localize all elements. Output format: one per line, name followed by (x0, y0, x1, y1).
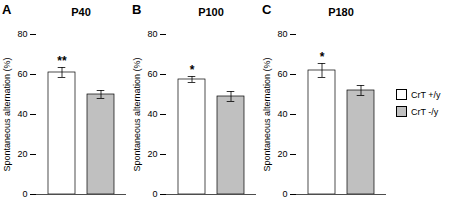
html-text:CrT +/y: CrT +/y (411, 89, 441, 100)
svg-text:0: 0 (152, 189, 157, 199)
svg-text:60: 60 (277, 69, 287, 79)
svg-text:40: 40 (17, 109, 27, 119)
svg-text:0: 0 (22, 189, 27, 199)
svg-text:Spontaneous alternation (%): Spontaneous alternation (%) (132, 57, 142, 171)
html-text:A: A (2, 2, 12, 17)
svg-text:*: * (190, 63, 195, 77)
svg-text:20: 20 (147, 149, 157, 159)
svg-text:40: 40 (147, 109, 157, 119)
html-text:P180: P180 (328, 6, 354, 18)
html-text:B: B (132, 2, 142, 17)
svg-text:*: * (320, 50, 325, 64)
html-text:P100: P100 (198, 6, 224, 18)
svg-text:80: 80 (277, 29, 287, 39)
svg-text:60: 60 (17, 69, 27, 79)
html-text:P40: P40 (71, 6, 91, 18)
svg-text:Spontaneous alternation (%): Spontaneous alternation (%) (2, 57, 12, 171)
svg-text:40: 40 (277, 109, 287, 119)
svg-text:20: 20 (277, 149, 287, 159)
svg-text:20: 20 (17, 149, 27, 159)
svg-text:60: 60 (147, 69, 157, 79)
html-text:C: C (262, 2, 272, 17)
svg-text:**: ** (57, 54, 67, 68)
svg-text:Spontaneous alternation (%): Spontaneous alternation (%) (262, 57, 272, 171)
svg-text:80: 80 (147, 29, 157, 39)
svg-text:80: 80 (17, 29, 27, 39)
svg-text:0: 0 (282, 189, 287, 199)
html-text:CrT -/y: CrT -/y (411, 106, 439, 117)
